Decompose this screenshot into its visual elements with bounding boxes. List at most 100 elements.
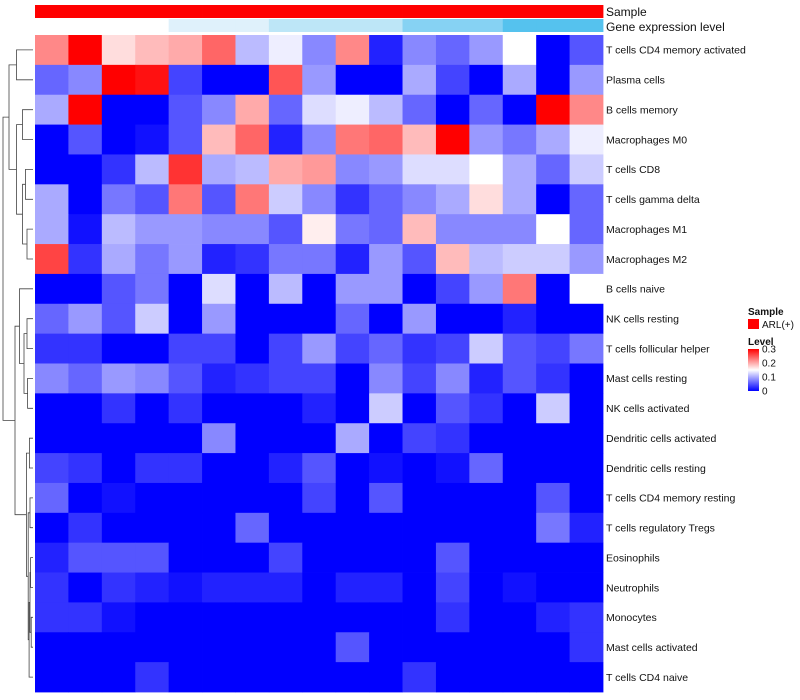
heatmap-cell: [502, 453, 537, 484]
heatmap-cell: [235, 423, 270, 454]
expression-annotation-cell: [68, 19, 103, 32]
heatmap-cell: [101, 453, 136, 484]
dendrogram-branch: [30, 616, 33, 648]
heatmap-cell: [536, 453, 570, 484]
heatmap-cell: [101, 602, 136, 633]
heatmap-cell: [35, 602, 69, 633]
heatmap-cell: [569, 184, 604, 215]
heatmap-cell: [502, 124, 537, 155]
heatmap-cell: [502, 512, 537, 544]
heatmap-cell: [101, 632, 136, 663]
heatmap-cell: [402, 154, 437, 185]
heatmap-cell: [302, 154, 337, 185]
heatmap-cell: [502, 35, 537, 66]
heatmap-cell: [402, 482, 437, 514]
row-dendrogram: [2, 49, 33, 678]
heatmap-cell: [135, 512, 170, 544]
dendrogram-branch: [27, 378, 33, 409]
heatmap-cell: [302, 94, 337, 125]
heatmap-cell: [369, 303, 403, 335]
heatmap-cell: [569, 94, 604, 125]
heatmap-cell: [202, 244, 236, 275]
heatmap-cell: [302, 64, 337, 96]
heatmap-cell: [402, 214, 437, 245]
heatmap-cell: [235, 632, 270, 663]
heatmap-cell: [502, 64, 537, 96]
sample-annotation-cell: [68, 5, 103, 18]
heatmap-cell: [469, 393, 504, 424]
heatmap-cell: [268, 602, 303, 633]
heatmap-cell: [335, 662, 370, 693]
heatmap-cell: [168, 482, 203, 514]
heatmap-cell: [101, 423, 136, 454]
heatmap-cell: [35, 333, 69, 364]
heatmap-cell: [335, 35, 370, 66]
heatmap-cell: [35, 214, 69, 245]
row-label: T cells regulatory Tregs: [606, 523, 715, 535]
row-label: T cells CD4 memory resting: [606, 493, 735, 505]
heatmap-cell: [168, 214, 203, 245]
sample-annotation-cell: [369, 5, 403, 18]
heatmap-cell: [235, 244, 270, 275]
heatmap-cell: [569, 453, 604, 484]
heatmap-cell: [335, 602, 370, 633]
heatmap-cell: [369, 363, 403, 394]
heatmap-cell: [536, 423, 570, 454]
sample-annotation-cell: [35, 5, 69, 18]
heatmap-cell: [369, 154, 403, 185]
heatmap-cell: [68, 393, 103, 424]
heatmap-cell: [235, 303, 270, 335]
heatmap-cell: [135, 453, 170, 484]
heatmap-cell: [35, 572, 69, 603]
heatmap-cell: [369, 35, 403, 66]
heatmap-cell: [469, 602, 504, 633]
heatmap-cell: [369, 602, 403, 633]
expression-annotation-cell: [35, 19, 69, 32]
heatmap-cell: [101, 482, 136, 514]
heatmap-cell: [435, 303, 470, 335]
sample-annotation-cell: [502, 5, 537, 18]
heatmap-cell: [569, 512, 604, 544]
expression-annotation-cell: [435, 19, 470, 32]
heatmap-cell: [536, 94, 570, 125]
heatmap-cell: [335, 393, 370, 424]
heatmap-cell: [168, 303, 203, 335]
heatmap-cell: [402, 512, 437, 544]
heatmap-cell: [135, 273, 170, 305]
heatmap-cell: [536, 273, 570, 305]
heatmap-cell: [469, 542, 504, 573]
heatmap-cell: [168, 184, 203, 215]
heatmap-cell: [402, 124, 437, 155]
heatmap-cell: [502, 542, 537, 573]
sample-annotation-cell: [135, 5, 170, 18]
heatmap-cell: [135, 184, 170, 215]
heatmap-cell: [469, 154, 504, 185]
heatmap-cell: [235, 453, 270, 484]
heatmap-cell: [536, 542, 570, 573]
heatmap-cell: [101, 94, 136, 125]
heatmap-cell: [302, 363, 337, 394]
heatmap-cells: [35, 35, 604, 693]
heatmap-cell: [369, 542, 403, 573]
heatmap-cell: [402, 64, 437, 96]
heatmap-cell: [268, 542, 303, 573]
heatmap-cell: [335, 273, 370, 305]
heatmap-cell: [202, 154, 236, 185]
heatmap-cell: [168, 542, 203, 573]
heatmap-cell: [435, 333, 470, 364]
row-label: Macrophages M0: [606, 134, 687, 146]
heatmap-cell: [135, 333, 170, 364]
row-label: T cells CD8: [606, 164, 660, 176]
heatmap-cell: [35, 542, 69, 573]
heatmap-cell: [569, 363, 604, 394]
heatmap-cell: [435, 124, 470, 155]
heatmap-cell: [202, 35, 236, 66]
heatmap-cell: [569, 244, 604, 275]
row-label: NK cells activated: [606, 403, 690, 415]
heatmap-cell: [402, 423, 437, 454]
heatmap-cell: [302, 453, 337, 484]
heatmap-cell: [35, 244, 69, 275]
heatmap-cell: [469, 453, 504, 484]
heatmap-cell: [68, 244, 103, 275]
sample-annotation-cell: [101, 5, 136, 18]
